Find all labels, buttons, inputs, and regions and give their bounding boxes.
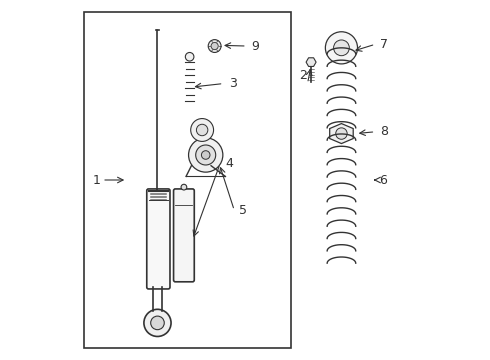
Circle shape <box>208 40 221 53</box>
Text: 7: 7 <box>380 38 388 51</box>
Text: 8: 8 <box>380 125 388 138</box>
Circle shape <box>189 138 223 172</box>
Circle shape <box>144 309 171 337</box>
Text: 3: 3 <box>229 77 237 90</box>
Text: 4: 4 <box>225 157 233 170</box>
Circle shape <box>151 316 164 330</box>
Polygon shape <box>330 123 353 144</box>
Text: 2: 2 <box>299 69 307 82</box>
Circle shape <box>196 145 216 165</box>
Circle shape <box>196 124 208 136</box>
Circle shape <box>181 184 187 190</box>
Circle shape <box>211 42 218 50</box>
Text: 1: 1 <box>93 174 100 186</box>
Circle shape <box>336 128 347 139</box>
Text: 9: 9 <box>251 40 259 53</box>
Circle shape <box>201 151 210 159</box>
Circle shape <box>191 118 214 141</box>
Circle shape <box>185 53 194 61</box>
FancyBboxPatch shape <box>173 189 194 282</box>
Polygon shape <box>306 58 316 67</box>
Circle shape <box>325 32 358 64</box>
FancyBboxPatch shape <box>147 189 170 289</box>
Text: 5: 5 <box>239 204 246 217</box>
Text: 6: 6 <box>379 174 387 186</box>
Circle shape <box>334 40 349 56</box>
Bar <box>84 12 292 348</box>
